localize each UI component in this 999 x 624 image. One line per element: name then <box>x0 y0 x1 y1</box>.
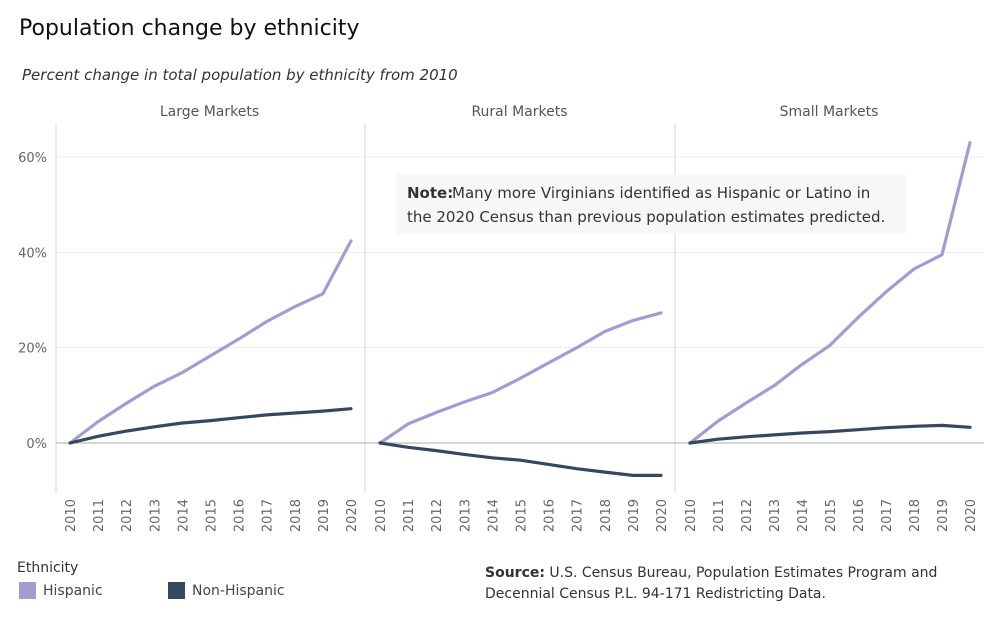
series-line-non-hispanic[interactable] <box>68 407 353 445</box>
x-tick-label: 2014 <box>796 499 811 532</box>
legend-item-hispanic[interactable]: Hispanic <box>19 582 103 599</box>
x-tick-label: 2010 <box>64 499 79 532</box>
x-tick-label: 2017 <box>880 499 895 532</box>
source-label: Source: <box>485 565 545 581</box>
x-tick-label: 2011 <box>92 499 107 532</box>
x-tick-label: 2015 <box>824 499 839 532</box>
x-tick-label: 2011 <box>402 499 417 532</box>
x-tick-label: 2015 <box>515 499 530 532</box>
x-tick-label: 2020 <box>345 499 360 532</box>
legend-label-hispanic: Hispanic <box>43 582 103 599</box>
x-tick-label: 2019 <box>936 499 951 532</box>
y-tick-label: 20% <box>18 342 47 357</box>
x-tick-label: 2014 <box>486 499 501 532</box>
chart-title: Population change by ethnicity <box>19 16 360 41</box>
panel-title: Rural Markets <box>471 104 567 120</box>
legend-title: Ethnicity <box>17 560 79 576</box>
annotation-label: Note: <box>407 184 453 202</box>
x-tick-label: 2011 <box>712 499 727 532</box>
x-tick-label: 2019 <box>317 499 332 532</box>
x-tick-label: 2012 <box>740 499 755 532</box>
series-line-hispanic[interactable] <box>378 311 663 445</box>
x-tick-label: 2018 <box>908 499 923 532</box>
legend-swatch-hispanic <box>19 582 36 599</box>
x-tick-label: 2020 <box>964 499 979 532</box>
x-tick-label: 2019 <box>627 499 642 532</box>
x-tick-label: 2010 <box>374 499 389 532</box>
x-tick-label: 2012 <box>430 499 445 532</box>
x-tick-label: 2016 <box>233 499 248 532</box>
series-line-hispanic[interactable] <box>68 239 353 445</box>
x-tick-label: 2020 <box>655 499 670 532</box>
series-line-hispanic[interactable] <box>688 141 972 445</box>
y-tick-label: 0% <box>26 437 47 452</box>
annotation-text-line1: Many more Virginians identified as Hispa… <box>452 184 870 202</box>
source-text-line2: Decennial Census P.L. 94-171 Redistricti… <box>485 586 826 602</box>
x-tick-label: 2018 <box>599 499 614 532</box>
y-tick-label: 60% <box>18 151 47 166</box>
source-note: Source: U.S. Census Bureau, Population E… <box>485 563 965 605</box>
x-tick-label: 2013 <box>458 499 473 532</box>
x-tick-label: 2016 <box>852 499 867 532</box>
legend-label-non-hispanic: Non-Hispanic <box>192 582 285 599</box>
annotation-box <box>396 174 906 234</box>
panel-title: Small Markets <box>780 104 879 120</box>
x-tick-label: 2010 <box>684 499 699 532</box>
legend-item-non-hispanic[interactable]: Non-Hispanic <box>168 582 285 599</box>
source-text-line1: U.S. Census Bureau, Population Estimates… <box>549 565 938 581</box>
x-tick-label: 2012 <box>120 499 135 532</box>
x-tick-label: 2017 <box>261 499 276 532</box>
annotation-text-line2: the 2020 Census than previous population… <box>407 208 885 226</box>
x-tick-label: 2013 <box>148 499 163 532</box>
legend-swatch-non-hispanic <box>168 582 185 599</box>
series-line-non-hispanic[interactable] <box>688 423 972 445</box>
x-tick-label: 2017 <box>571 499 586 532</box>
x-tick-label: 2013 <box>768 499 783 532</box>
x-tick-label: 2014 <box>176 499 191 532</box>
x-tick-label: 2018 <box>289 499 304 532</box>
series-line-non-hispanic[interactable] <box>378 441 663 477</box>
chart-subtitle: Percent change in total population by et… <box>22 66 458 84</box>
y-tick-label: 40% <box>18 246 47 261</box>
x-tick-label: 2015 <box>205 499 220 532</box>
panel-title: Large Markets <box>160 104 259 120</box>
x-tick-label: 2016 <box>543 499 558 532</box>
